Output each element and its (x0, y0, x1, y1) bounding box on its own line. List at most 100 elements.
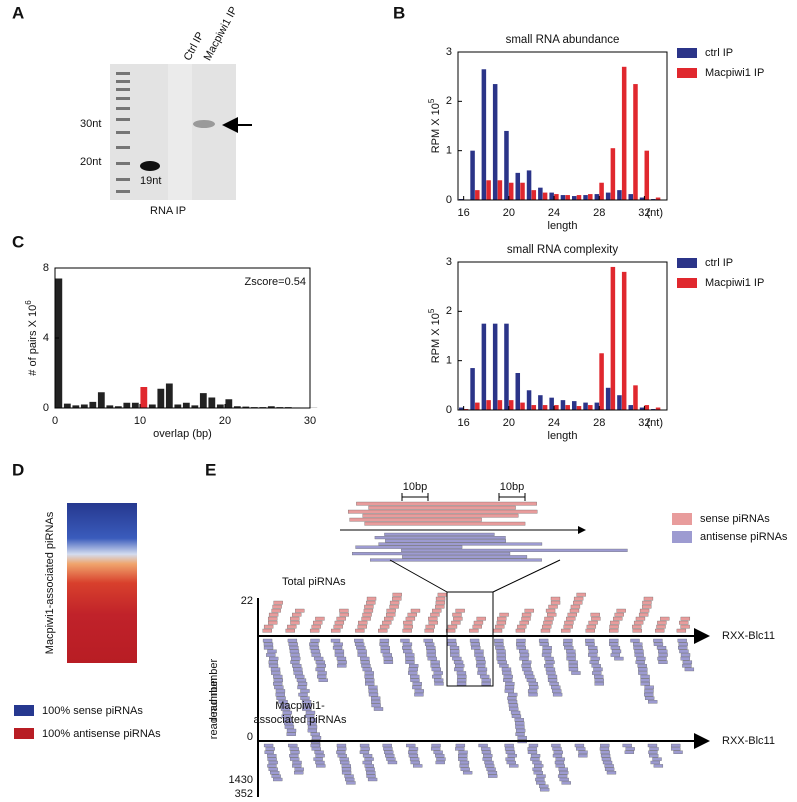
read (371, 703, 381, 708)
read (503, 678, 513, 682)
read (361, 616, 371, 621)
read (315, 616, 325, 621)
read (337, 747, 347, 751)
read (362, 612, 372, 617)
x-tick-label: 32 (638, 207, 650, 219)
read (403, 649, 413, 654)
read (544, 616, 554, 621)
read (337, 660, 347, 664)
bar (191, 405, 199, 408)
read (574, 743, 585, 748)
read (354, 642, 365, 646)
bar (497, 180, 503, 200)
y-tick-label: 3 (446, 46, 452, 58)
bar (599, 182, 604, 200)
read (499, 664, 509, 668)
read (290, 750, 300, 754)
read (382, 620, 392, 625)
read (330, 638, 341, 643)
read (359, 743, 370, 748)
read (487, 771, 498, 775)
read (552, 692, 563, 697)
bar (621, 66, 627, 200)
read (678, 642, 688, 646)
read (519, 649, 529, 654)
read (515, 732, 525, 736)
read (578, 754, 588, 758)
read (307, 725, 318, 729)
read (505, 757, 515, 761)
read (481, 747, 491, 751)
read (586, 624, 597, 629)
read (647, 700, 658, 704)
read (268, 767, 278, 771)
read (364, 604, 374, 609)
read (316, 664, 326, 668)
read (526, 678, 537, 682)
panel-label: B (393, 3, 405, 22)
read (382, 653, 393, 657)
read (282, 710, 293, 715)
read (435, 604, 445, 609)
bar (588, 405, 593, 410)
read (585, 638, 595, 643)
read (541, 653, 552, 657)
read (452, 656, 462, 661)
read (530, 754, 541, 758)
read (405, 653, 415, 657)
x-axis-label: length (548, 430, 578, 442)
read (294, 767, 304, 771)
read (331, 628, 341, 633)
read (365, 682, 375, 686)
bar (470, 150, 475, 200)
read (366, 596, 377, 601)
track-ylabel: read number (208, 658, 220, 721)
read (544, 656, 554, 661)
read (311, 736, 322, 740)
read (305, 710, 316, 715)
read (407, 612, 417, 617)
read (405, 656, 415, 661)
read (483, 754, 493, 758)
bar (481, 323, 487, 410)
read (365, 678, 375, 682)
read (384, 616, 394, 621)
read (289, 646, 299, 650)
read (435, 760, 445, 765)
read (374, 536, 506, 540)
read (496, 653, 506, 657)
track-title: Total piRNAs (282, 576, 346, 588)
read (364, 671, 374, 675)
bar (571, 196, 577, 200)
bar (55, 278, 63, 408)
read (268, 664, 279, 668)
read (527, 747, 537, 751)
read (522, 667, 532, 672)
gene-label: RXX-Blc11 (722, 630, 775, 642)
read (529, 685, 539, 690)
read (545, 608, 556, 613)
read (606, 771, 617, 775)
read (559, 777, 569, 782)
read (474, 649, 484, 654)
read (609, 628, 619, 633)
read (484, 760, 494, 765)
chart-title: small RNA complexity (507, 244, 618, 256)
track-title: Macpiwi1- (275, 700, 325, 712)
bar (628, 194, 633, 200)
read (504, 685, 515, 690)
bar (233, 406, 241, 408)
read (340, 760, 350, 765)
read (553, 750, 563, 754)
read (426, 649, 436, 654)
read (525, 674, 535, 679)
read (339, 608, 349, 613)
read (517, 736, 527, 740)
read (368, 505, 516, 510)
read (370, 558, 542, 562)
panel-label: A (12, 3, 24, 22)
read (676, 628, 687, 633)
read (504, 743, 514, 748)
read (642, 604, 652, 609)
y-axis-label-exp: 6 (24, 300, 33, 305)
